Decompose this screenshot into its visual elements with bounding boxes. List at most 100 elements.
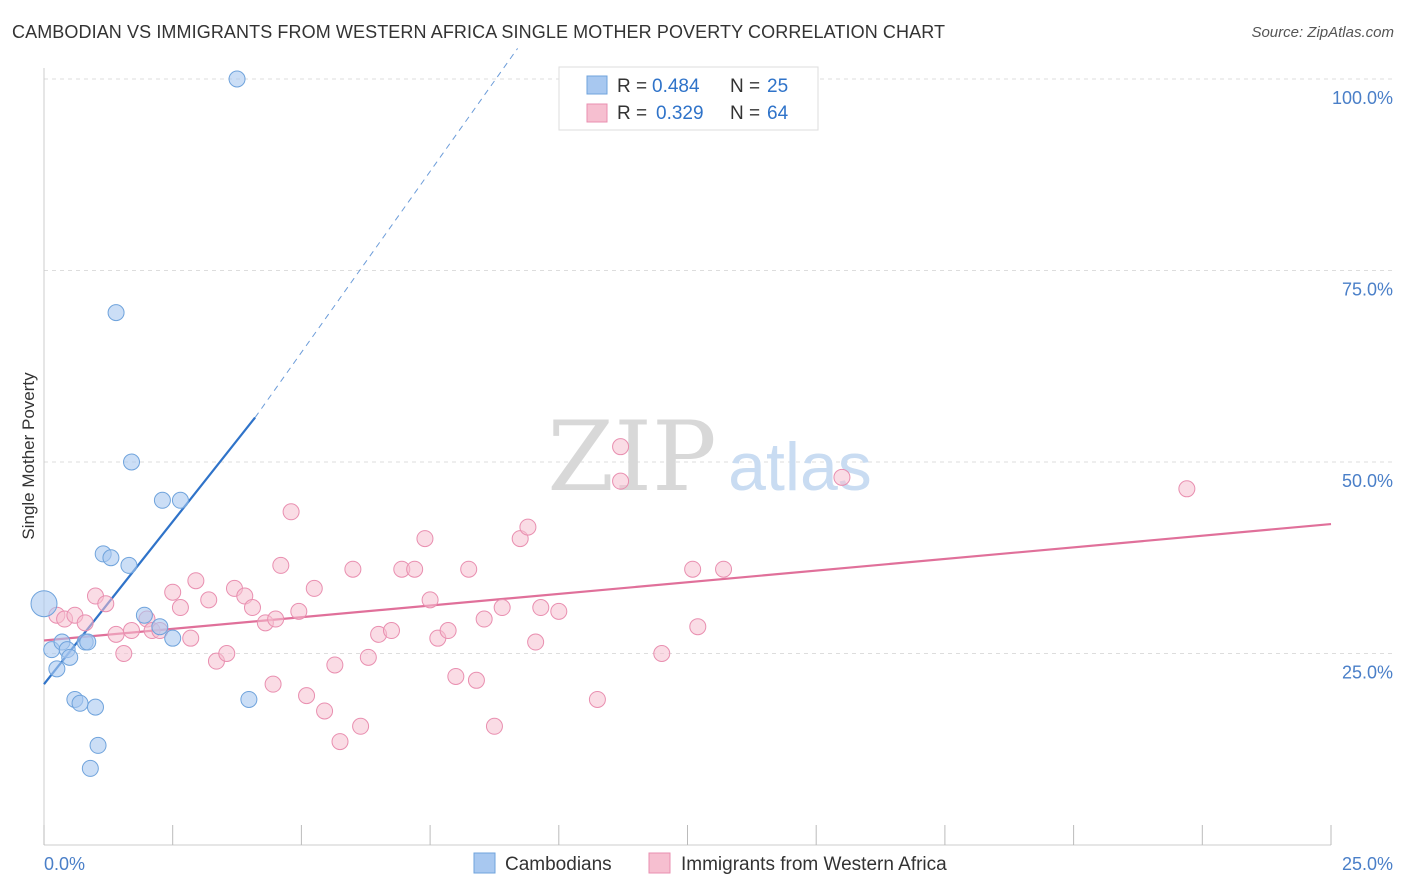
data-point-cambodians	[81, 759, 99, 777]
data-point-immigrants	[243, 599, 261, 617]
gridlines	[44, 78, 1392, 654]
data-point-immigrants	[715, 560, 733, 578]
data-point-immigrants	[267, 610, 285, 628]
x-tick-label-max: 25.0%	[1342, 854, 1393, 874]
y-axis-label: Single Mother Poverty	[19, 372, 38, 540]
legend-r-value-2: 0.329	[656, 103, 704, 124]
data-point-cambodians	[71, 694, 89, 712]
data-point-immigrants	[527, 633, 545, 651]
y-tick-labels: 25.0% 50.0% 75.0% 100.0%	[1332, 88, 1393, 683]
data-point-immigrants	[290, 602, 308, 620]
bottom-legend-swatch-pink	[648, 852, 671, 874]
data-point-immigrants	[684, 560, 702, 578]
data-point-cambodians	[48, 660, 66, 678]
data-point-immigrants	[653, 645, 671, 662]
legend-r-value-1: 0.484	[652, 76, 700, 97]
data-point-immigrants	[612, 472, 630, 490]
data-point-cambodians	[89, 736, 107, 754]
data-point-immigrants	[1178, 480, 1196, 498]
y-tick-label-25: 25.0%	[1342, 663, 1393, 683]
legend-r-label-1: R =	[617, 76, 647, 97]
data-point-immigrants	[447, 667, 465, 685]
legend-n-label-1: N =	[730, 76, 760, 97]
data-point-immigrants	[305, 579, 323, 597]
legend-swatch-blue	[586, 75, 608, 95]
data-point-immigrants	[475, 610, 493, 628]
data-point-cambodians	[171, 491, 189, 509]
data-point-immigrants	[485, 717, 503, 735]
data-point-immigrants	[282, 503, 300, 521]
data-point-cambodians	[151, 618, 169, 636]
data-point-immigrants	[298, 687, 316, 705]
data-point-cambodians	[86, 698, 104, 716]
data-point-immigrants	[115, 645, 133, 662]
data-point-immigrants	[467, 671, 485, 689]
data-point-immigrants	[97, 595, 115, 613]
data-point-cambodians	[135, 606, 153, 624]
data-point-cambodians	[123, 453, 141, 471]
x-tick-label-min: 0.0%	[44, 854, 85, 874]
data-point-immigrants	[171, 599, 189, 617]
data-point-cambodians	[153, 491, 171, 509]
data-point-immigrants	[421, 591, 439, 609]
legend-n-value-2: 64	[767, 103, 789, 124]
data-point-immigrants	[123, 622, 141, 640]
y-tick-label-100: 100.0%	[1332, 88, 1393, 108]
source-label: Source: ZipAtlas.com	[1251, 24, 1394, 41]
data-point-immigrants	[833, 468, 851, 486]
data-point-immigrants	[344, 560, 362, 578]
data-point-cambodians	[120, 556, 138, 574]
data-point-immigrants	[532, 599, 550, 617]
data-point-cambodians	[61, 648, 79, 666]
data-point-immigrants	[416, 530, 434, 548]
data-point-immigrants	[612, 438, 630, 456]
data-point-immigrants	[588, 690, 606, 708]
y-tick-label-75: 75.0%	[1342, 280, 1393, 300]
trend-line-cambodians	[43, 416, 256, 685]
bottom-legend-label-immigrants: Immigrants from Western Africa	[681, 854, 947, 875]
data-point-immigrants	[352, 717, 370, 735]
legend-n-value-1: 25	[767, 76, 788, 97]
data-point-cambodians	[79, 633, 97, 651]
data-point-immigrants	[439, 622, 457, 640]
data-point-immigrants	[550, 602, 568, 620]
data-point-immigrants	[272, 556, 290, 574]
data-point-immigrants	[359, 648, 377, 666]
data-point-immigrants	[200, 591, 218, 609]
legend-swatch-pink	[586, 103, 608, 123]
data-point-cambodians	[240, 690, 258, 708]
data-point-immigrants	[331, 733, 349, 751]
series-cambodians-points	[30, 70, 258, 777]
stats-legend: R = 0.484 N = 25 R = 0.329 N = 64	[558, 66, 819, 131]
bottom-legend-label-cambodians: Cambodians	[505, 854, 612, 875]
data-point-immigrants	[493, 599, 511, 617]
x-ticks	[43, 825, 1332, 845]
data-point-immigrants	[164, 583, 182, 601]
data-point-immigrants	[406, 560, 424, 578]
data-point-immigrants	[76, 614, 94, 632]
data-point-immigrants	[264, 675, 282, 693]
data-point-immigrants	[182, 629, 200, 647]
data-point-immigrants	[519, 518, 537, 536]
watermark-zip: ZIP	[547, 401, 716, 513]
legend-n-label-2: N =	[730, 103, 760, 124]
data-point-cambodians	[30, 590, 58, 618]
data-point-immigrants	[382, 622, 400, 640]
chart-title: CAMBODIAN VS IMMIGRANTS FROM WESTERN AFR…	[12, 22, 946, 42]
data-point-immigrants	[689, 618, 707, 636]
series-immigrants-points	[48, 438, 1196, 751]
data-point-cambodians	[164, 629, 182, 647]
data-point-immigrants	[107, 625, 125, 643]
data-point-cambodians	[228, 70, 246, 88]
data-point-immigrants	[326, 656, 344, 674]
data-point-immigrants	[218, 645, 236, 662]
data-point-cambodians	[102, 549, 120, 567]
data-point-cambodians	[107, 304, 125, 322]
data-point-immigrants	[316, 702, 334, 720]
data-point-immigrants	[460, 560, 478, 578]
y-tick-label-50: 50.0%	[1342, 471, 1393, 491]
trend-line-cambodians-extension	[254, 48, 519, 418]
bottom-legend-swatch-blue	[473, 852, 496, 874]
series-legend: Cambodians Immigrants from Western Afric…	[473, 852, 947, 875]
